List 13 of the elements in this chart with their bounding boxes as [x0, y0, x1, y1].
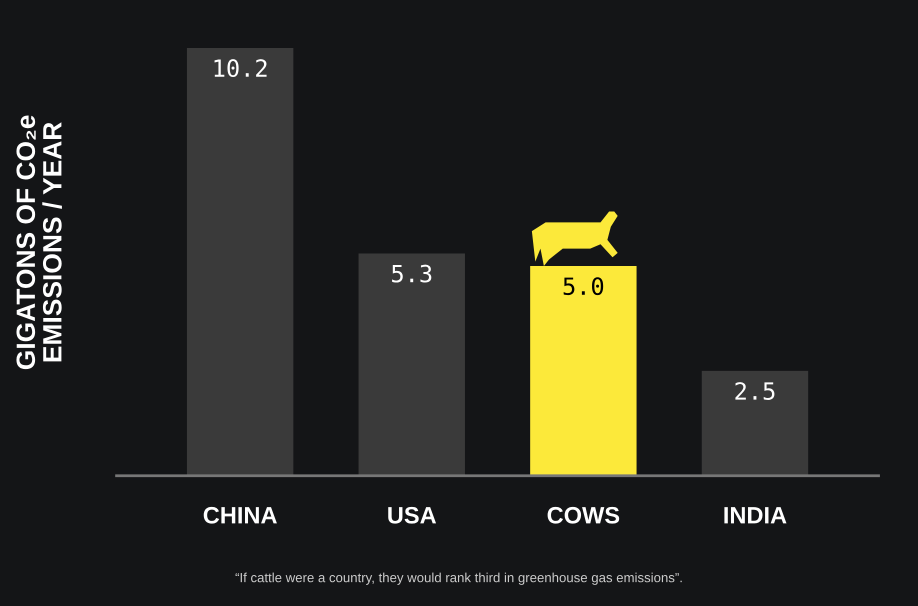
data-label: 5.3: [392, 264, 432, 283]
data-label: 5.0: [564, 277, 604, 296]
x-tick-label: COWS: [548, 506, 620, 524]
bar: [702, 370, 808, 476]
data-label: 2.5: [735, 382, 774, 400]
bar: [358, 253, 465, 476]
y-axis-title: GIGATONS OF CO₂e EMISSIONS / YEAR: [16, 115, 62, 370]
x-tick-label: CHINA: [204, 506, 277, 524]
data-label: 10.2: [214, 59, 267, 78]
bar: [186, 48, 294, 476]
text: “If cattle were a country, they would rank third in greenhouse gas emissions”.: [236, 572, 682, 585]
x-tick-label: INDIA: [724, 507, 786, 524]
x-tick-label: USA: [388, 506, 436, 524]
